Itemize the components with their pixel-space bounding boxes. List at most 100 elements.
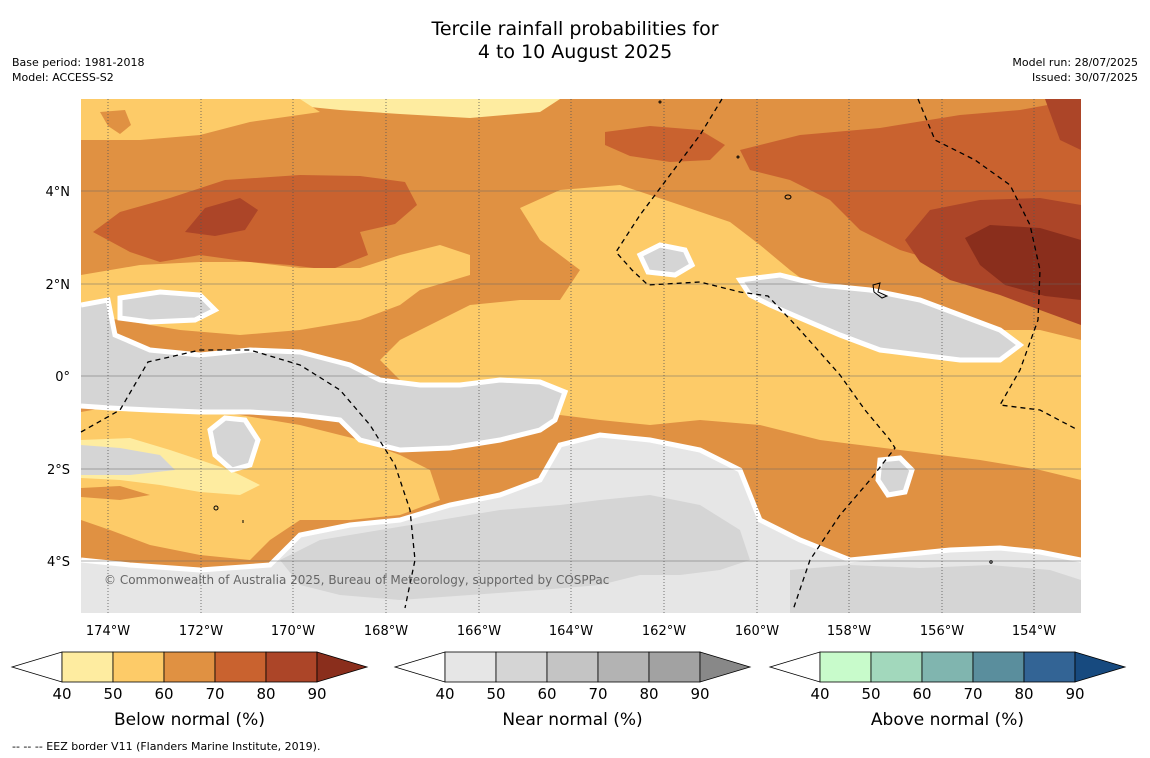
colorbar-segment: [214, 651, 267, 683]
near-normal-outlines: [81, 242, 1081, 573]
footnote: -- -- -- EEZ border V11 (Flanders Marine…: [12, 740, 321, 753]
eez-borders: [80, 98, 1079, 611]
lat-label: 4°S: [47, 555, 70, 570]
colorbar-0: 40 50 60 70 80 90 Below normal (%): [10, 651, 369, 730]
colorbar-tick-label: 80: [1014, 685, 1033, 703]
region-near-normal-west: [81, 300, 565, 450]
longitude-labels: 174°W 172°W 170°W 168°W 166°W 164°W 162°…: [86, 624, 1056, 639]
colorbar-max-extend: [1074, 651, 1127, 683]
region-below-60-southwest-streak: [81, 486, 150, 500]
region-near-normal-island-patch: [210, 418, 258, 470]
colorbar-segment: [972, 651, 1025, 683]
lat-label: 2°N: [46, 278, 71, 293]
region-near-normal-east: [740, 275, 1020, 360]
colorbar-segment: [163, 651, 216, 683]
colorbar-max-extend: [316, 651, 369, 683]
copyright-text: © Commonwealth of Australia 2025, Bureau…: [104, 573, 609, 587]
region-near-normal-west-2: [81, 445, 175, 475]
lon-label: 158°W: [827, 624, 871, 639]
colorbar-title: Near normal (%): [502, 710, 642, 730]
colorbar-segment: [61, 651, 114, 683]
lon-label: 166°W: [457, 624, 501, 639]
region-near-normal-upper-left: [120, 292, 215, 322]
colorbar-segment: [546, 651, 599, 683]
colorbar-min-extend: [10, 651, 63, 683]
region-below-80-ne: [1045, 99, 1081, 150]
lon-label: 154°W: [1012, 624, 1056, 639]
lat-label: 0°: [55, 370, 70, 385]
region-below-80-west: [185, 198, 258, 236]
colorbar-title: Below normal (%): [114, 710, 265, 730]
colorbar-tick-label: 90: [1065, 685, 1084, 703]
lon-label: 164°W: [549, 624, 593, 639]
title-line-2: 4 to 10 August 2025: [477, 41, 673, 63]
model-run: Model run: 28/07/2025: [1012, 56, 1138, 69]
colorbar-tick-label: 90: [690, 685, 709, 703]
colorbar-tick-label: 40: [52, 685, 71, 703]
region-below-40-north: [300, 99, 560, 118]
meta-right: Model run: 28/07/2025 Issued: 30/07/2025: [1012, 55, 1138, 85]
colorbar-min-extend: [768, 651, 821, 683]
map-field: [81, 99, 1081, 613]
colorbar-tick-label: 70: [963, 685, 982, 703]
chart-title: Tercile rainfall probabilities for 4 to …: [0, 18, 1150, 64]
colorbar-2: 40 50 60 70 80 90 Above normal (%): [768, 651, 1127, 730]
colorbar-tick-label: 40: [810, 685, 829, 703]
colorbar-tick-label: 70: [588, 685, 607, 703]
colorbar-segment: [444, 651, 497, 683]
colorbar-segment: [495, 651, 548, 683]
lon-label: 162°W: [642, 624, 686, 639]
colorbar-segment: [112, 651, 165, 683]
base-period: Base period: 1981-2018: [12, 56, 145, 69]
region-near-normal-southeast: [790, 565, 1081, 613]
colorbar-title: Above normal (%): [871, 710, 1024, 730]
region-near-normal-south-core: [280, 495, 750, 600]
colorbar-tick-label: 40: [435, 685, 454, 703]
colorbar-tick-label: 90: [307, 685, 326, 703]
lat-label: 4°N: [46, 185, 71, 200]
model-name: Model: ACCESS-S2: [12, 71, 114, 84]
lon-label: 168°W: [364, 624, 408, 639]
colorbar-tick-label: 60: [912, 685, 931, 703]
lat-label: 2°S: [47, 463, 70, 478]
colorbar-segment: [648, 651, 701, 683]
issued-date: Issued: 30/07/2025: [1031, 71, 1138, 84]
region-near-normal-small-2: [878, 458, 912, 495]
colorbars: 40 50 60 70 80 90 Below normal (%) 40 50 60 70 80 90…: [10, 651, 1127, 730]
lon-label: 172°W: [179, 624, 223, 639]
region-below-50-nw-patch: [100, 110, 131, 134]
region-near-normal-small-1: [640, 245, 692, 275]
colorbar-tick-label: 60: [154, 685, 173, 703]
region-below-70-west: [93, 175, 417, 270]
colorbar-tick-label: 60: [537, 685, 556, 703]
gridlines: [81, 99, 1081, 613]
region-below-90-east: [965, 225, 1081, 300]
colorbar-segment: [921, 651, 974, 683]
colorbar-tick-label: 50: [486, 685, 505, 703]
colorbar-max-extend: [699, 651, 752, 683]
latitude-labels: 4°N 2°N 0° 2°S 4°S: [46, 185, 71, 570]
islands: [213, 100, 993, 564]
colorbar-segment: [1023, 651, 1076, 683]
latitude-gridlines: [81, 190, 1081, 562]
colorbar-1: 40 50 60 70 80 90 Near normal (%): [393, 651, 752, 730]
colorbar-tick-label: 50: [861, 685, 880, 703]
lon-label: 156°W: [920, 624, 964, 639]
colorbar-tick-label: 80: [639, 685, 658, 703]
meta-left: Base period: 1981-2018 Model: ACCESS-S2: [12, 55, 144, 85]
colorbar-segment: [265, 651, 318, 683]
colorbar-tick-label: 70: [205, 685, 224, 703]
region-below-50-southwest: [81, 405, 440, 560]
lon-label: 174°W: [86, 624, 130, 639]
colorbar-tick-label: 50: [103, 685, 122, 703]
lon-label: 170°W: [271, 624, 315, 639]
region-below-70-top: [605, 126, 725, 162]
colorbar-tick-label: 80: [256, 685, 275, 703]
colorbar-min-extend: [393, 651, 446, 683]
title-line-1: Tercile rainfall probabilities for: [431, 18, 719, 40]
colorbar-segment: [870, 651, 923, 683]
colorbar-segment: [819, 651, 872, 683]
lon-label: 160°W: [735, 624, 779, 639]
region-below-50-north: [81, 99, 320, 140]
